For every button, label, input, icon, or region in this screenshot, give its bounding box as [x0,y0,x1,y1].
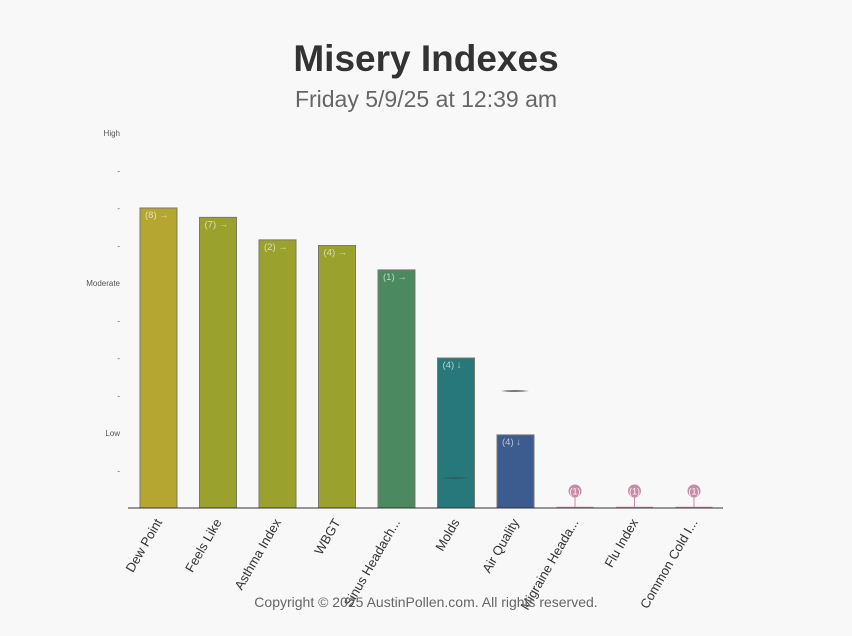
y-tick-label: - [117,467,120,476]
bar-value-label: (4) ↓ [443,360,462,371]
y-tick-label: - [117,317,120,326]
bar[interactable] [318,245,356,509]
bar[interactable] [437,357,475,509]
bar[interactable] [199,216,237,509]
x-tick-label: Molds [432,516,463,554]
bar-value-label: (8) → [145,210,169,221]
x-tick-label: Asthma Index [231,516,284,593]
y-tick-label: - [117,392,120,401]
x-tick-label: Air Quality [479,516,522,576]
bar-value-label: (7) → [205,219,229,230]
bars-group: (8) → (7) → (2) → (4) → (1) → (4) ↓ (4) ↓ (1) (1… [139,207,713,509]
x-tick-label: WBGT [311,516,344,557]
y-tick-label: - [117,354,120,363]
y-tick-label: - [117,167,120,176]
y-axis: - Low - - - Moderate - - - High [86,129,120,476]
molds-marker [441,477,469,479]
y-tick-label: High [104,129,120,138]
bar-pin-badge [568,484,582,498]
x-tick-label: Dew Point [122,516,165,575]
bar-value-label: (1) [570,487,581,497]
x-tick-label: Flu Index [601,516,641,570]
y-tick-label: Low [105,429,120,438]
annotations [441,390,529,479]
x-tick-label: Feels Like [182,516,225,575]
chart-subtitle: Friday 5/9/25 at 12:39 am [294,86,558,112]
chart-title: Misery Indexes [293,38,559,79]
bar-value-label: (4) ↓ [502,437,521,448]
bar-value-label: (2) → [264,242,288,253]
bar[interactable] [139,207,178,509]
bar-pin-badge [628,484,641,498]
y-tick-label: - [117,204,120,213]
air-quality-marker [501,390,529,392]
bar[interactable] [258,239,297,509]
bar-value-label: (4) → [324,248,348,259]
y-tick-label: Moderate [86,279,120,288]
bar-value-label: (1) [629,487,640,497]
y-tick-label: - [117,242,120,251]
bar[interactable] [377,269,416,509]
bar-value-label: (1) [689,487,700,497]
bar-pin-badge [687,484,701,498]
copyright-footer: Copyright © 2025 AustinPollen.com. All r… [254,594,598,610]
bar-value-label: (1) → [383,272,407,283]
